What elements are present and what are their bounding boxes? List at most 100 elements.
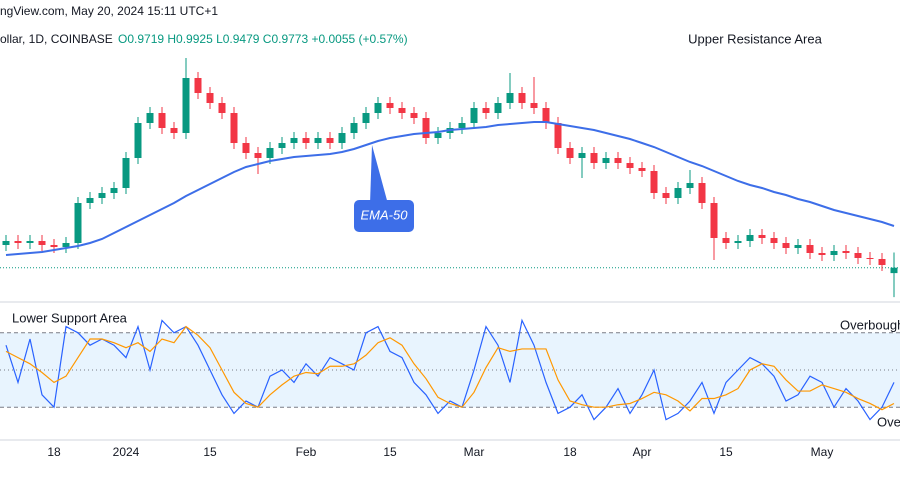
x-tick-label: May — [811, 445, 834, 459]
candle-body — [170, 128, 178, 133]
oscillator-pane — [0, 318, 900, 421]
candle-body — [38, 241, 46, 245]
candle-body — [266, 148, 274, 158]
candle-body — [806, 245, 814, 253]
candle-body — [302, 138, 310, 143]
x-tick-label: 18 — [563, 445, 577, 459]
candle-body — [242, 143, 250, 153]
x-tick-label: 15 — [383, 445, 397, 459]
candle-body — [578, 153, 586, 158]
candle-body — [782, 243, 790, 248]
candle-body — [182, 78, 190, 133]
candle-body — [338, 133, 346, 143]
candle-body — [470, 108, 478, 123]
x-tick-label: 2024 — [113, 445, 140, 459]
candle-body — [686, 183, 694, 188]
candle-body — [530, 103, 538, 108]
x-tick-label: Mar — [464, 445, 485, 459]
candle-body — [62, 243, 70, 247]
candle-body — [746, 235, 754, 241]
candle-body — [158, 113, 166, 128]
candle-body — [110, 188, 118, 193]
candle-body — [278, 143, 286, 148]
candle-body — [506, 93, 514, 103]
candle-body — [422, 118, 430, 138]
ohlc: O0.9719 H0.9925 L0.9479 C0.9773 +0.0055 … — [118, 32, 408, 46]
candle-body — [770, 238, 778, 243]
candle-body — [638, 168, 646, 171]
header: ngView.com, May 20, 2024 15:11 UTC+1 — [0, 4, 218, 18]
candle-body — [698, 183, 706, 203]
candle-body — [134, 123, 142, 158]
candle-body — [854, 253, 862, 258]
candle-body — [74, 203, 82, 243]
candle-body — [290, 138, 298, 143]
candle-body — [866, 258, 874, 259]
candle-body — [26, 241, 34, 243]
oscillator-line — [5, 318, 895, 421]
callout-pointer — [370, 145, 388, 204]
candle-body — [734, 241, 742, 243]
candle-body — [98, 193, 106, 198]
candle-body — [434, 133, 442, 138]
candle-body — [218, 103, 226, 113]
candle-body — [602, 158, 610, 163]
candle-body — [830, 251, 838, 255]
candle-body — [14, 241, 22, 243]
candle-body — [362, 113, 370, 123]
candle-body — [374, 103, 382, 113]
candle-body — [842, 251, 850, 253]
x-tick-label: 15 — [203, 445, 217, 459]
annotation: Ove — [877, 414, 900, 429]
candle-body — [674, 188, 682, 198]
candle-body — [122, 158, 130, 188]
x-tick-label: 15 — [719, 445, 733, 459]
annotation: Overbough — [840, 317, 900, 332]
candle-body — [398, 108, 406, 113]
callout-label: EMA-50 — [361, 207, 409, 222]
candle-body — [710, 203, 718, 238]
price-pane: EMA-50 — [0, 58, 900, 298]
candle-body — [650, 171, 658, 193]
candle-body — [350, 123, 358, 133]
candle-body — [878, 259, 886, 265]
candle-body — [626, 163, 634, 168]
candle-body — [50, 245, 58, 247]
candle-body — [518, 93, 526, 103]
candle-body — [662, 193, 670, 198]
candle-body — [554, 123, 562, 148]
x-tick-label: 18 — [47, 445, 61, 459]
candle-body — [458, 123, 466, 128]
candle-body — [254, 153, 262, 158]
candle-body — [206, 93, 214, 103]
candle-body — [86, 198, 94, 203]
candle-body — [410, 113, 418, 118]
ema-line — [5, 121, 895, 256]
candle-body — [890, 267, 898, 274]
candle-body — [722, 238, 730, 243]
x-tick-label: Feb — [296, 445, 317, 459]
annotation: Upper Resistance Area — [688, 31, 822, 46]
candle-body — [494, 103, 502, 113]
candle-body — [794, 245, 802, 248]
candle-body — [758, 235, 766, 238]
candle-body — [566, 148, 574, 158]
callout-box — [354, 200, 414, 232]
candle-body — [2, 241, 10, 245]
candle-body — [482, 108, 490, 113]
candle-body — [542, 108, 550, 123]
symbol: ollar, 1D, COINBASE — [0, 32, 113, 46]
candle-body — [326, 138, 334, 143]
candle-body — [146, 113, 154, 123]
oscillator-line — [5, 325, 895, 412]
candle-body — [314, 138, 322, 143]
candle-body — [818, 253, 826, 255]
annotation: Lower Support Area — [12, 310, 128, 325]
candle-body — [230, 113, 238, 143]
candle-body — [386, 103, 394, 108]
candle-body — [614, 158, 622, 163]
x-tick-label: Apr — [633, 445, 652, 459]
candle-body — [194, 78, 202, 93]
